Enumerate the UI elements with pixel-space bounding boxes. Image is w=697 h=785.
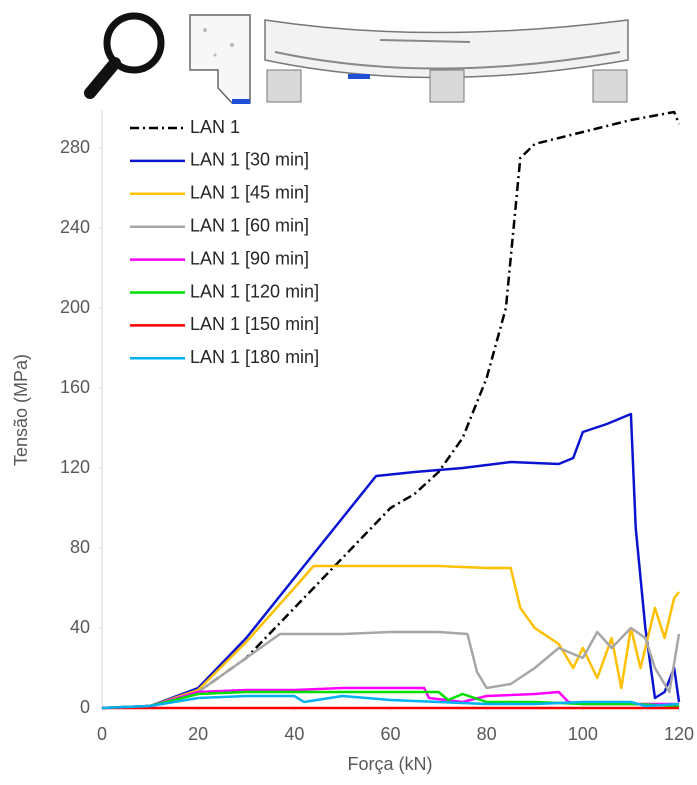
x-tick-label: 80 xyxy=(477,724,497,744)
legend-label: LAN 1 [90 min] xyxy=(190,248,309,268)
series-line xyxy=(101,694,680,710)
y-tick-label: 80 xyxy=(70,537,90,557)
legend-label: LAN 1 [150 min] xyxy=(190,314,319,334)
series-line xyxy=(101,110,681,710)
y-tick-label: 240 xyxy=(60,217,90,237)
legend-label: LAN 1 [45 min] xyxy=(190,183,309,203)
y-tick-label: 0 xyxy=(80,697,90,717)
x-tick-label: 40 xyxy=(284,724,304,744)
x-tick-label: 60 xyxy=(380,724,400,744)
x-tick-label: 100 xyxy=(568,724,598,744)
y-tick-label: 280 xyxy=(60,137,90,157)
legend-label: LAN 1 [60 min] xyxy=(190,215,309,235)
x-axis-title: Força (kN) xyxy=(348,754,433,774)
legend-label: LAN 1 [30 min] xyxy=(190,150,309,170)
y-tick-label: 160 xyxy=(60,377,90,397)
series-line xyxy=(101,412,681,710)
y-tick-label: 40 xyxy=(70,617,90,637)
magnifier-icon xyxy=(84,12,165,99)
series-line xyxy=(101,564,680,710)
x-tick-label: 20 xyxy=(188,724,208,744)
legend-label: LAN 1 xyxy=(190,117,240,137)
y-axis-title: Tensão (MPa) xyxy=(11,354,31,466)
section-icon xyxy=(189,14,251,104)
y-tick-label: 200 xyxy=(60,297,90,317)
legend-label: LAN 1 [180 min] xyxy=(190,347,319,367)
beam-icon xyxy=(264,19,629,103)
x-tick-label: 120 xyxy=(664,724,694,744)
series-line xyxy=(101,626,681,710)
y-tick-label: 120 xyxy=(60,457,90,477)
x-tick-label: 0 xyxy=(97,724,107,744)
legend-label: LAN 1 [120 min] xyxy=(190,281,319,301)
